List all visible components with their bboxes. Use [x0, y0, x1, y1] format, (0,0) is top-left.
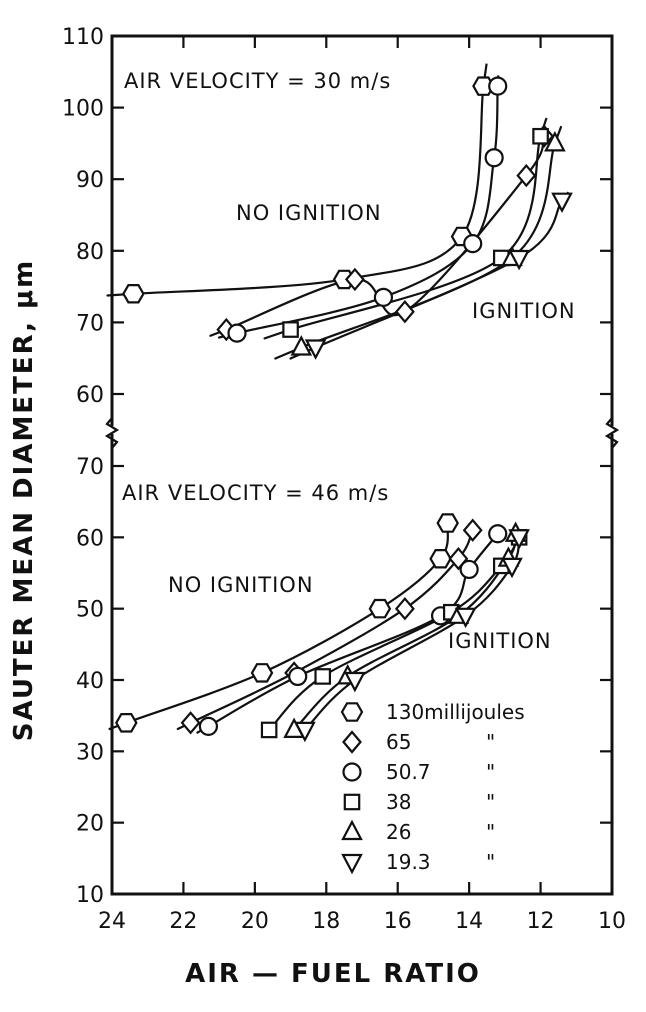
legend-marker-50.7 — [342, 762, 362, 782]
marker-p0-130-3 — [472, 76, 495, 96]
ytick-label-p0-110: 110 — [62, 25, 104, 50]
marker-p0-50.7-2 — [463, 234, 483, 254]
marker-p1-65-2 — [394, 597, 415, 621]
marker-p1-19.3-3 — [501, 557, 523, 579]
xtick-label-16: 16 — [384, 909, 412, 934]
panel-bottom-ignition-label: IGNITION — [448, 629, 552, 653]
ytick-label-p1-30: 30 — [76, 740, 104, 765]
ytick-label-p0-80: 80 — [76, 240, 104, 265]
legend: 130millijoules 65 " 50.7 " 38 " 26 " 19.3 " — [340, 700, 525, 875]
curve-p1-65 — [176, 525, 476, 731]
legend-ditto-38: " — [486, 790, 495, 814]
ytick-label-p0-100: 100 — [62, 97, 104, 122]
ytick-label-p1-20: 20 — [76, 812, 104, 837]
legend-ditto-65: " — [486, 730, 495, 754]
text-layer: AIR — FUEL RATIO SAUTER MEAN DIAMETER, μ… — [9, 69, 576, 989]
legend-label-26: 26 — [386, 820, 411, 844]
legend-label-130millijoules: 130millijoules — [386, 700, 525, 724]
marker-p0-50.7-4 — [488, 76, 508, 96]
legend-marker-19.3 — [341, 853, 363, 875]
marker-p1-19.3-4 — [508, 529, 530, 550]
xtick-label-12: 12 — [527, 909, 555, 934]
axis-break-right — [604, 417, 620, 449]
legend-ditto-50.7: " — [486, 760, 495, 784]
xtick-label-22: 22 — [169, 909, 197, 934]
y-axis-title: SAUTER MEAN DIAMETER, μm — [9, 259, 39, 741]
marker-p1-130-3 — [429, 548, 452, 569]
ytick-label-p1-60: 60 — [76, 526, 104, 551]
frame-bottom — [110, 434, 614, 896]
marker-p1-19.3-2 — [454, 607, 477, 629]
xtick-label-14: 14 — [455, 909, 483, 934]
marker-p0-38-2 — [532, 127, 549, 145]
legend-label-65: 65 — [386, 730, 411, 754]
axis-break-left — [104, 417, 120, 449]
marker-p1-38-1 — [314, 668, 332, 685]
x-axis-title: AIR — FUEL RATIO — [185, 959, 481, 989]
marker-p1-130-1 — [250, 663, 274, 683]
panel-top-annotation: AIR VELOCITY = 30 m/s — [124, 69, 391, 93]
marker-p0-50.7-3 — [484, 148, 504, 168]
marker-p0-38-0 — [282, 321, 299, 338]
marker-p1-50.7-1 — [288, 666, 308, 687]
marker-p1-19.3-1 — [344, 671, 366, 693]
marker-p1-65-0 — [180, 711, 201, 735]
marker-p0-65-1 — [344, 267, 365, 292]
marker-p1-130-4 — [436, 513, 459, 533]
axes-layer: 60 70 80 90 100 110 10 20 30 40 50 60 70 24 22 20 18 16 14… — [62, 25, 626, 934]
marker-p0-26-2 — [544, 131, 566, 152]
ytick-label-p1-10: 10 — [76, 883, 104, 908]
legend-label-50.7: 50.7 — [386, 760, 431, 784]
marker-p1-50.7-3 — [459, 559, 479, 580]
markers-layer — [115, 76, 573, 743]
marker-p1-65-4 — [462, 518, 483, 542]
marker-p1-50.7-0 — [198, 716, 219, 736]
marker-p0-26-0 — [290, 335, 313, 356]
marker-p0-65-2 — [394, 300, 415, 324]
marker-p1-38-0 — [260, 721, 278, 739]
curve-p0-26 — [274, 125, 563, 360]
marker-p0-19.3-2 — [551, 192, 573, 214]
marker-p1-19.3-0 — [294, 721, 316, 743]
legend-marker-38 — [343, 793, 361, 811]
xtick-label-24: 24 — [98, 909, 126, 934]
ytick-label-p0-70: 70 — [76, 311, 104, 336]
ytick-label-p0-60: 60 — [76, 383, 104, 408]
marker-p0-130-0 — [122, 284, 145, 304]
marker-p1-130-0 — [115, 712, 138, 733]
marker-p1-50.7-4 — [488, 524, 508, 544]
legend-label-19.3: 19.3 — [386, 850, 431, 874]
marker-p0-19.3-1 — [508, 249, 530, 271]
legend-ditto-26: " — [486, 820, 495, 844]
legend-ditto-19.3: " — [486, 850, 495, 874]
xtick-label-20: 20 — [241, 909, 269, 934]
panel-top-no-ignition-label: NO IGNITION — [236, 201, 382, 225]
ytick-label-p1-40: 40 — [76, 669, 104, 694]
ytick-label-p1-50: 50 — [76, 598, 104, 623]
curve-p1-130 — [108, 517, 450, 731]
ytick-label-p0-90: 90 — [76, 168, 104, 193]
marker-p1-130-2 — [368, 598, 392, 619]
marker-p0-50.7-1 — [373, 287, 394, 307]
panel-top-ignition-label: IGNITION — [472, 299, 576, 323]
marker-p0-65-3 — [516, 163, 537, 188]
legend-marker-65 — [342, 730, 362, 754]
xtick-label-10: 10 — [598, 909, 626, 934]
frame-top — [110, 34, 614, 426]
legend-marker-130millijoules — [340, 702, 364, 722]
ytick-label-p1-70: 70 — [76, 455, 104, 480]
legend-marker-26 — [341, 819, 363, 841]
xtick-label-18: 18 — [312, 909, 340, 934]
marker-p0-19.3-0 — [304, 339, 327, 360]
panel-bottom-no-ignition-label: NO IGNITION — [168, 573, 314, 597]
legend-label-38: 38 — [386, 790, 411, 814]
panel-bottom-annotation: AIR VELOCITY = 46 m/s — [122, 481, 389, 505]
curve-p0-130 — [106, 63, 488, 297]
marker-p0-50.7-0 — [227, 323, 247, 343]
